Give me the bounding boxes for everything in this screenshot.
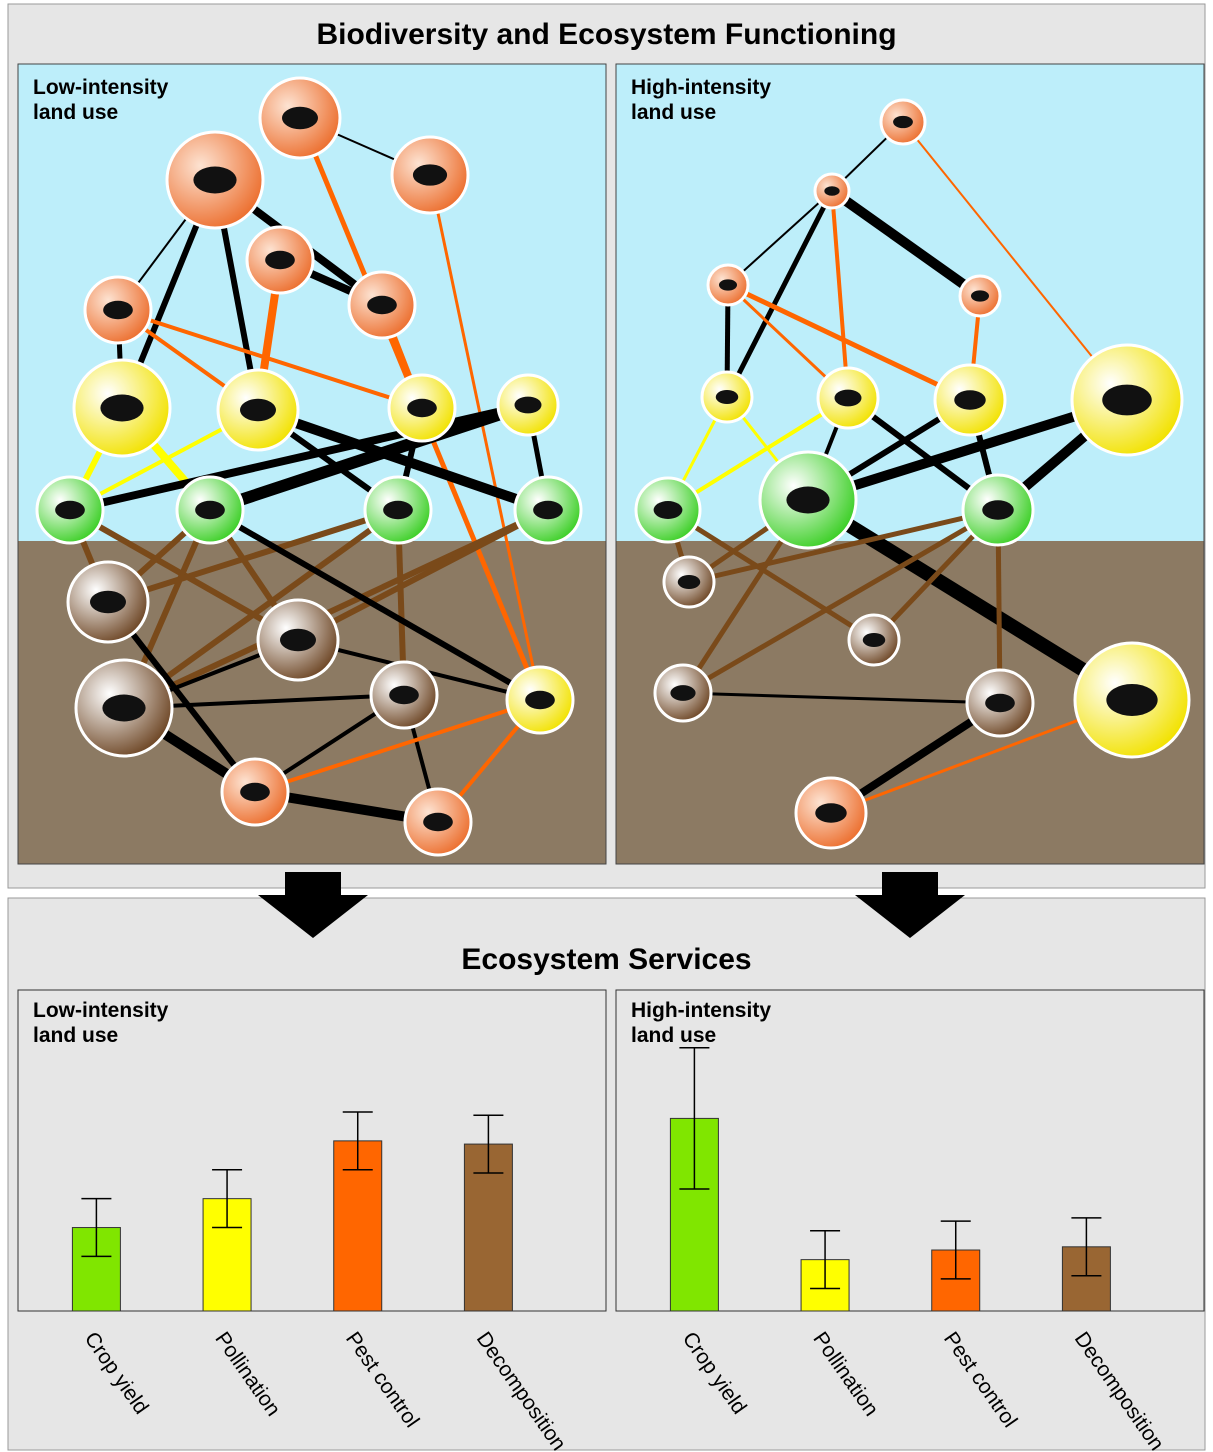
species-icon bbox=[389, 686, 419, 704]
species-icon bbox=[193, 167, 236, 194]
species-icon bbox=[103, 301, 133, 319]
species-icon bbox=[982, 500, 1014, 520]
chart-title: High-intensity land use bbox=[631, 998, 801, 1048]
species-icon bbox=[240, 783, 270, 801]
species-icon bbox=[282, 107, 318, 129]
species-icon bbox=[90, 591, 126, 613]
species-icon bbox=[195, 501, 225, 519]
species-icon bbox=[954, 390, 986, 410]
species-icon bbox=[786, 487, 829, 514]
species-icon bbox=[525, 691, 555, 709]
bottom-title: Ecosystem Services bbox=[0, 943, 1213, 977]
species-icon bbox=[654, 501, 683, 519]
species-icon bbox=[719, 279, 737, 290]
species-icon bbox=[893, 116, 913, 128]
species-icon bbox=[835, 390, 862, 407]
species-icon bbox=[863, 633, 886, 647]
species-icon bbox=[407, 399, 437, 417]
page: Crop yieldPollinationPest controlDecompo… bbox=[0, 0, 1213, 1452]
panel-label: Low-intensity land use bbox=[33, 75, 203, 125]
species-icon bbox=[1102, 385, 1152, 416]
top-title: Biodiversity and Ecosystem Functioning bbox=[0, 18, 1213, 52]
species-icon bbox=[280, 629, 316, 651]
species-icon bbox=[670, 685, 695, 701]
species-icon bbox=[383, 501, 413, 519]
species-icon bbox=[985, 694, 1015, 712]
species-icon bbox=[423, 813, 453, 831]
species-icon bbox=[102, 695, 145, 722]
species-icon bbox=[240, 399, 276, 421]
figure: Crop yieldPollinationPest controlDecompo… bbox=[0, 0, 1213, 1452]
panel-label: High-intensity land use bbox=[631, 75, 801, 125]
species-icon bbox=[100, 395, 143, 422]
species-icon bbox=[678, 575, 701, 589]
species-icon bbox=[971, 290, 989, 301]
species-icon bbox=[824, 186, 839, 196]
species-icon bbox=[815, 803, 847, 823]
species-icon bbox=[265, 251, 295, 269]
species-icon bbox=[716, 390, 739, 404]
chart-title: Low-intensity land use bbox=[33, 998, 203, 1048]
species-icon bbox=[55, 501, 85, 519]
species-icon bbox=[533, 501, 563, 519]
species-icon bbox=[413, 164, 447, 185]
species-icon bbox=[367, 296, 397, 314]
species-icon bbox=[515, 397, 542, 414]
species-icon bbox=[1106, 684, 1157, 716]
